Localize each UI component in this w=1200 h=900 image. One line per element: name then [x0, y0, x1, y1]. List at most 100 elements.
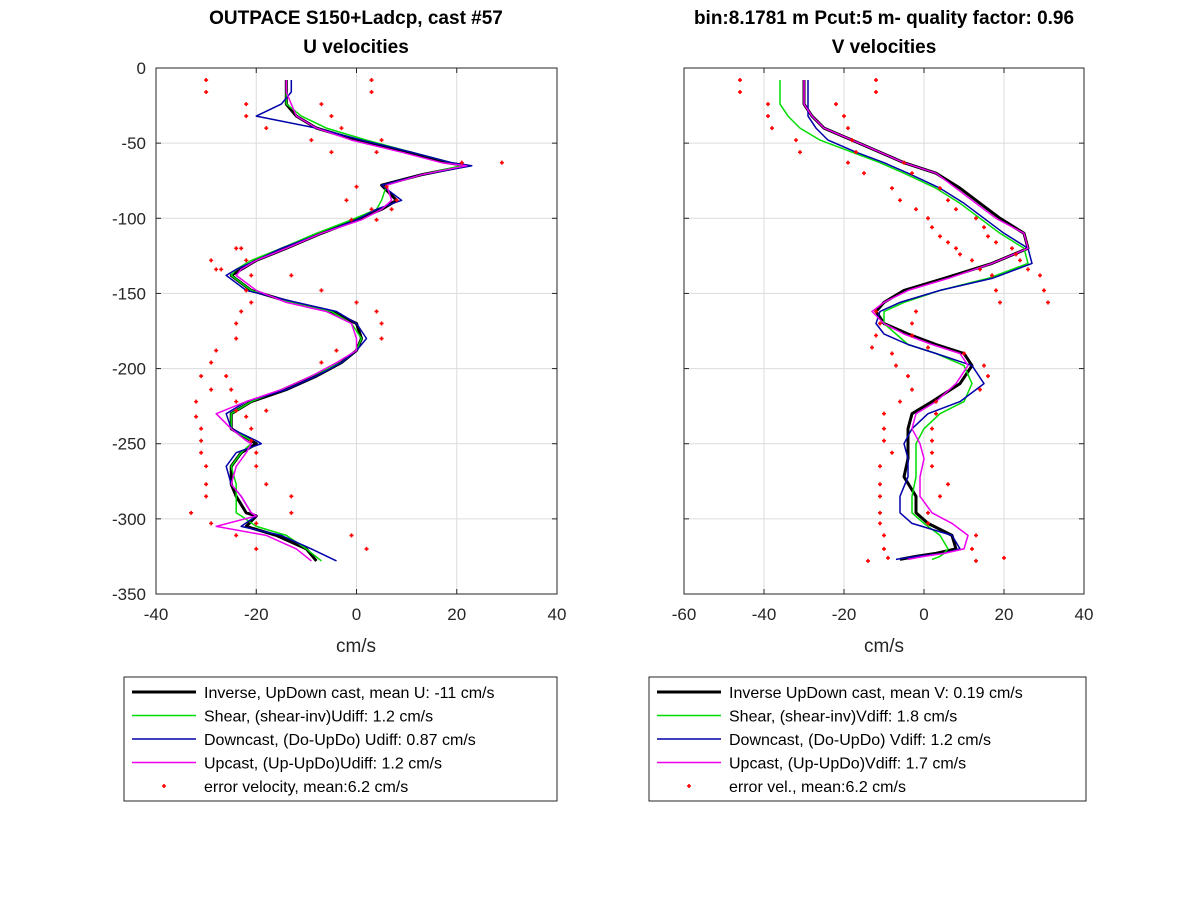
v-x-tick-label: -20 — [832, 605, 857, 624]
v-x-tick-label: -40 — [752, 605, 777, 624]
v-legend-label: error vel., mean:6.2 cm/s — [729, 779, 906, 796]
v-error-point — [938, 234, 942, 239]
u-error-point — [254, 546, 259, 551]
v-error-point — [994, 240, 998, 245]
u-error-point — [209, 521, 214, 526]
u-x-tick-label: 40 — [548, 605, 567, 624]
v-error-point — [914, 309, 918, 314]
v-error-point — [938, 494, 942, 499]
u-error-point — [319, 288, 324, 293]
v-error-point — [846, 160, 850, 165]
u-error-point — [204, 78, 209, 83]
u-error-point — [369, 207, 374, 212]
v-error-point — [938, 186, 942, 191]
v-series-line-2 — [807, 80, 1033, 561]
v-error-point — [910, 387, 914, 392]
u-error-point — [244, 288, 249, 293]
v-error-point — [962, 351, 966, 356]
v-error-point — [894, 363, 898, 368]
u-error-point — [264, 482, 269, 487]
u-error-point — [204, 482, 209, 487]
v-error-point — [978, 267, 982, 272]
v-error-point — [930, 426, 934, 431]
u-y-tick-label: -100 — [112, 209, 146, 228]
u-error-point — [234, 336, 239, 341]
v-error-point — [930, 225, 934, 230]
v-error-point — [930, 450, 934, 455]
u-error-point — [369, 90, 374, 95]
v-error-point — [974, 533, 978, 538]
v-error-point — [1038, 273, 1042, 278]
v-error-point — [914, 207, 918, 212]
v-x-axis-label: cm/s — [864, 636, 904, 657]
v-x-tick-label: 0 — [919, 605, 928, 624]
v-error-point — [890, 450, 894, 455]
v-error-point — [850, 138, 854, 143]
v-error-point — [910, 171, 914, 176]
v-legend-label: Inverse UpDown cast, mean V: 0.19 cm/s — [729, 685, 1023, 702]
u-error-point — [374, 217, 379, 222]
v-error-point — [974, 216, 978, 221]
u-error-point — [219, 267, 224, 272]
u-error-point — [364, 546, 369, 551]
v-velocity-panel: bin:8.1781 m Pcut:5 m- quality factor: 0… — [648, 8, 1093, 802]
v-error-point — [878, 321, 882, 326]
u-legend-label: error velocity, mean:6.2 cm/s — [204, 779, 408, 796]
v-plot-background — [684, 68, 1084, 594]
u-error-point — [369, 78, 374, 83]
v-error-point — [946, 240, 950, 245]
v-error-point — [994, 288, 998, 293]
v-error-point — [902, 160, 906, 165]
v-error-point — [906, 374, 910, 379]
u-y-tick-label: -150 — [112, 284, 146, 303]
u-error-point — [199, 450, 204, 455]
u-error-point — [244, 258, 249, 263]
u-x-axis-label: cm/s — [336, 636, 376, 657]
u-error-point — [249, 273, 254, 278]
u-error-point — [229, 387, 234, 392]
u-error-point — [374, 309, 379, 314]
u-error-point — [239, 246, 244, 251]
v-legend: Inverse UpDown cast, mean V: 0.19 cm/s Sh… — [648, 676, 1087, 802]
u-error-point — [289, 510, 294, 515]
v-error-point — [898, 399, 902, 404]
v-panel-title: bin:8.1781 m Pcut:5 m- quality factor: 0… — [694, 8, 1074, 29]
u-error-point — [389, 207, 394, 212]
v-error-point — [882, 426, 886, 431]
u-error-point — [379, 138, 384, 143]
v-error-point — [878, 510, 882, 515]
v-error-point — [842, 114, 846, 119]
u-error-point — [249, 426, 254, 431]
u-error-point — [199, 438, 204, 443]
v-legend-marker — [687, 784, 691, 788]
v-error-point — [878, 482, 882, 487]
v-error-point — [878, 494, 882, 499]
u-legend-label: Downcast, (Do-UpDo) Udiff: 0.87 cm/s — [204, 732, 476, 749]
u-panel-title: OUTPACE S150+Ladcp, cast #57 — [209, 8, 503, 29]
u-legend-label: Shear, (shear-inv)Udiff: 1.2 cm/s — [204, 709, 433, 726]
u-x-tick-label: 0 — [352, 605, 361, 624]
v-error-point — [910, 333, 914, 338]
u-error-point — [349, 533, 354, 538]
u-plot-area: -40 -20 0 20 400-50-100-150-200-250-300-350 — [112, 59, 566, 624]
u-error-point — [204, 90, 209, 95]
u-x-tick-label: -20 — [244, 605, 269, 624]
v-error-point — [898, 198, 902, 203]
u-error-point — [379, 321, 384, 326]
u-y-tick-label: -300 — [112, 510, 146, 529]
v-error-point — [862, 171, 866, 176]
u-error-point — [209, 258, 214, 263]
u-error-point — [309, 138, 314, 143]
u-error-point — [234, 321, 239, 326]
v-error-point — [874, 78, 878, 83]
u-error-point — [204, 494, 209, 499]
u-error-point — [214, 348, 219, 353]
v-error-point — [882, 438, 886, 443]
u-panel-subtitle: U velocities — [303, 37, 409, 58]
v-error-point — [890, 186, 894, 191]
u-legend-marker — [162, 784, 166, 788]
u-error-point — [194, 399, 199, 404]
v-error-point — [1026, 267, 1030, 272]
v-legend-label: Shear, (shear-inv)Vdiff: 1.8 cm/s — [729, 709, 957, 726]
v-error-point — [982, 225, 986, 230]
